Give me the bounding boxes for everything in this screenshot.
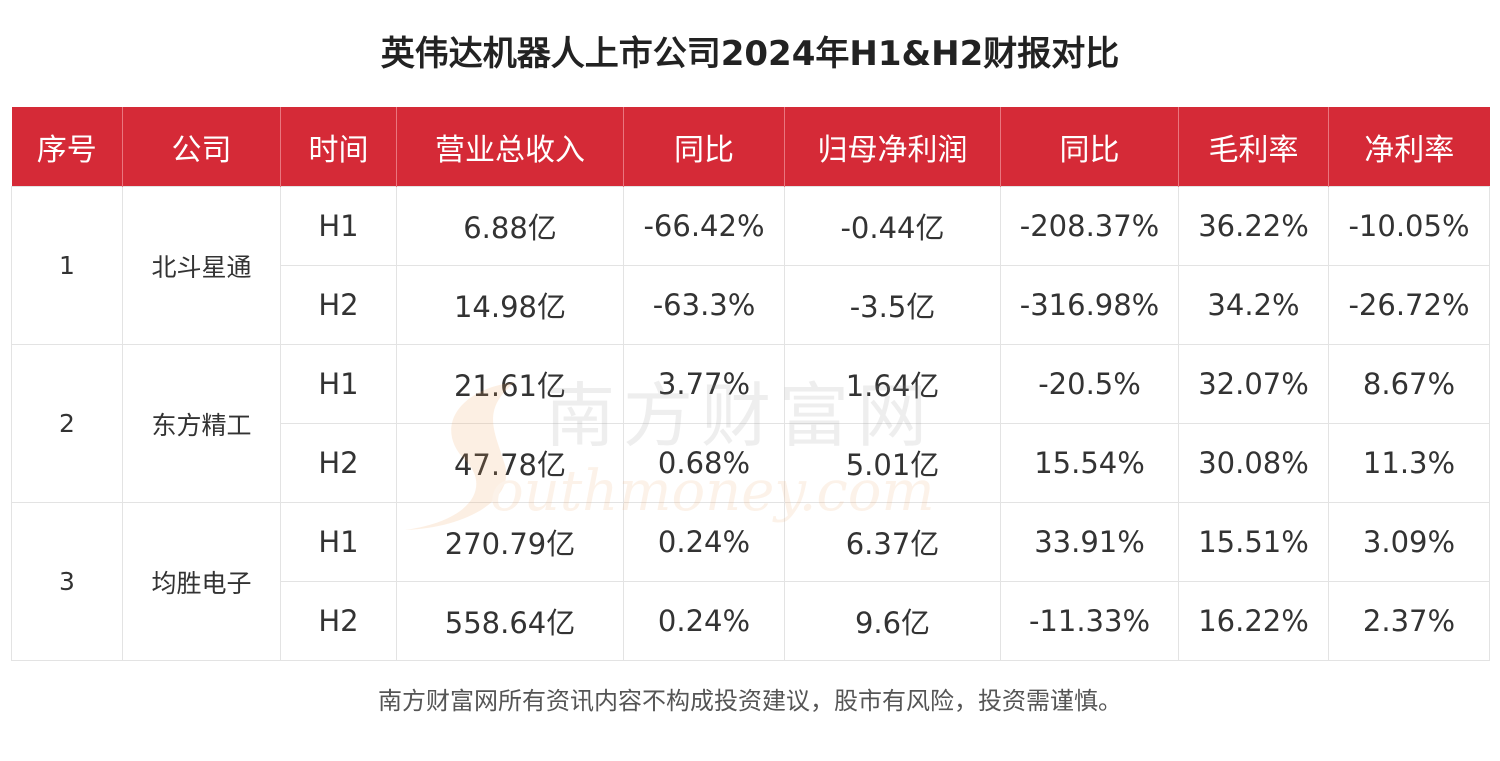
revenue-yoy-cell: -66.42% [623, 186, 785, 266]
profit-yoy-cell: 33.91% [1000, 502, 1179, 582]
header-gross-margin: 毛利率 [1178, 107, 1329, 187]
net-margin-cell: 2.37% [1328, 581, 1490, 661]
header-index: 序号 [11, 107, 123, 187]
header-company: 公司 [122, 107, 281, 187]
gross-margin-cell: 34.2% [1178, 265, 1329, 345]
revenue-cell: 270.79亿 [396, 502, 624, 582]
period-cell: H1 [280, 344, 397, 424]
revenue-cell: 14.98亿 [396, 265, 624, 345]
disclaimer-footer: 南方财富网所有资讯内容不构成投资建议，股市有风险，投资需谨慎。 [378, 687, 1122, 715]
net-profit-cell: 9.6亿 [784, 581, 1001, 661]
header-profit-yoy: 同比 [1000, 107, 1179, 187]
revenue-yoy-cell: 0.24% [623, 502, 785, 582]
row-index: 2 [11, 344, 123, 503]
revenue-yoy-cell: 0.68% [623, 423, 785, 503]
row-index: 3 [11, 502, 123, 661]
company-name: 均胜电子 [122, 502, 281, 661]
period-cell: H1 [280, 186, 397, 266]
gross-margin-cell: 36.22% [1178, 186, 1329, 266]
table-row: 1 北斗星通 H1 6.88亿 -66.42% -0.44亿 -208.37% … [11, 186, 1490, 345]
period-cell: H1 [280, 502, 397, 582]
table-row: H2 47.78亿 0.68% 5.01亿 15.54% 30.08% 11.3… [12, 423, 1490, 503]
table-row: 2 东方精工 H1 21.61亿 3.77% 1.64亿 -20.5% 32.0… [11, 344, 1490, 503]
period-cell: H2 [280, 423, 397, 503]
header-revenue: 营业总收入 [396, 107, 624, 187]
net-margin-cell: 11.3% [1328, 423, 1490, 503]
profit-yoy-cell: -11.33% [1000, 581, 1179, 661]
net-profit-cell: -0.44亿 [784, 186, 1001, 266]
net-profit-cell: -3.5亿 [784, 265, 1001, 345]
gross-margin-cell: 30.08% [1178, 423, 1329, 503]
net-profit-cell: 1.64亿 [784, 344, 1001, 424]
financial-table-container: 序号 公司 时间 营业总收入 同比 归母净利润 同比 毛利率 净利率 1 北斗星… [11, 107, 1490, 661]
financial-table: 序号 公司 时间 营业总收入 同比 归母净利润 同比 毛利率 净利率 1 北斗星… [11, 107, 1490, 661]
page-title: 英伟达机器人上市公司2024年H1&H2财报对比 [380, 34, 1120, 74]
revenue-cell: 6.88亿 [396, 186, 624, 266]
gross-margin-cell: 32.07% [1178, 344, 1329, 424]
net-margin-cell: 3.09% [1328, 502, 1490, 582]
revenue-cell: 21.61亿 [396, 344, 624, 424]
row-index: 1 [11, 186, 123, 345]
gross-margin-cell: 15.51% [1178, 502, 1329, 582]
table-header-row: 序号 公司 时间 营业总收入 同比 归母净利润 同比 毛利率 净利率 [11, 107, 1490, 187]
profit-yoy-cell: 15.54% [1000, 423, 1179, 503]
net-margin-cell: 8.67% [1328, 344, 1490, 424]
net-profit-cell: 5.01亿 [784, 423, 1001, 503]
header-net-margin: 净利率 [1328, 107, 1490, 187]
profit-yoy-cell: -316.98% [1000, 265, 1179, 345]
company-name: 北斗星通 [122, 186, 281, 345]
company-name: 东方精工 [122, 344, 281, 503]
net-profit-cell: 6.37亿 [784, 502, 1001, 582]
profit-yoy-cell: -208.37% [1000, 186, 1179, 266]
profit-yoy-cell: -20.5% [1000, 344, 1179, 424]
header-period: 时间 [280, 107, 397, 187]
revenue-yoy-cell: 3.77% [623, 344, 785, 424]
revenue-yoy-cell: 0.24% [623, 581, 785, 661]
gross-margin-cell: 16.22% [1178, 581, 1329, 661]
period-cell: H2 [280, 581, 397, 661]
net-margin-cell: -26.72% [1328, 265, 1490, 345]
table-row: 3 均胜电子 H1 270.79亿 0.24% 6.37亿 33.91% 15.… [11, 502, 1490, 661]
net-margin-cell: -10.05% [1328, 186, 1490, 266]
revenue-cell: 558.64亿 [396, 581, 624, 661]
table-row: H2 558.64亿 0.24% 9.6亿 -11.33% 16.22% 2.3… [12, 581, 1490, 661]
revenue-yoy-cell: -63.3% [623, 265, 785, 345]
header-revenue-yoy: 同比 [623, 107, 785, 187]
period-cell: H2 [280, 265, 397, 345]
header-net-profit: 归母净利润 [784, 107, 1001, 187]
revenue-cell: 47.78亿 [396, 423, 624, 503]
